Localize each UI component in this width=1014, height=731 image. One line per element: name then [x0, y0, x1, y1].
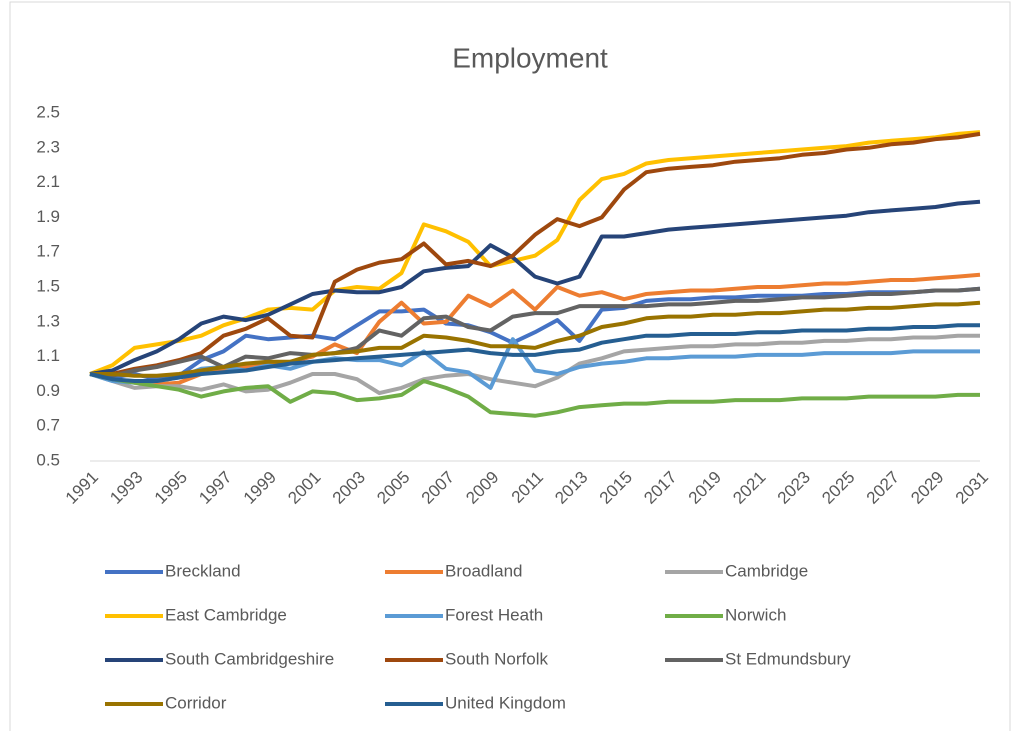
legend-label: South Cambridgeshire [165, 649, 334, 668]
legend-label: Norwich [725, 605, 786, 624]
series-line [90, 131, 981, 376]
chart-frame [9, 1, 1011, 731]
y-tick-label: 1.7 [36, 242, 60, 261]
y-tick-label: 1.5 [36, 276, 60, 295]
legend-label: Breckland [165, 561, 241, 580]
series-line [89, 286, 981, 378]
legend-label: East Cambridge [165, 605, 287, 624]
legend-label: Broadland [445, 561, 523, 580]
y-tick-label: 0.9 [36, 381, 60, 400]
series-line [89, 199, 981, 376]
legend-label: St Edmundsbury [725, 649, 851, 668]
y-tick-label: 1.9 [36, 207, 60, 226]
series-line [89, 286, 981, 382]
y-tick-label: 0.7 [36, 416, 60, 435]
series-line [89, 323, 980, 383]
y-tick-label: 1.3 [36, 311, 60, 330]
y-tick-label: 2.5 [36, 102, 60, 121]
legend-label: Cambridge [725, 561, 808, 580]
chart-title: Employment [452, 42, 608, 73]
series-line [89, 372, 980, 418]
y-tick-label: 1.1 [36, 346, 60, 365]
legend-label: United Kingdom [445, 693, 566, 712]
y-tick-label: 2.1 [36, 172, 60, 191]
legend-label: Corridor [165, 693, 227, 712]
legend-label: Forest Heath [445, 605, 543, 624]
y-tick-label: 0.5 [36, 450, 60, 469]
series-line [90, 300, 981, 378]
y-tick-label: 2.3 [36, 137, 60, 156]
legend-label: South Norfolk [445, 649, 548, 668]
